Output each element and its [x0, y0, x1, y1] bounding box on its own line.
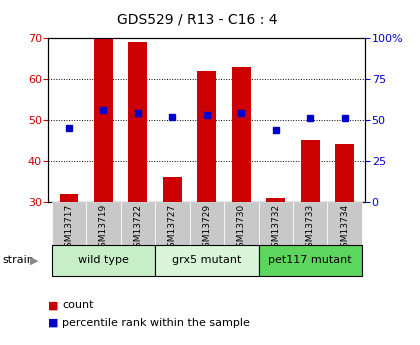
Text: GSM13717: GSM13717 — [65, 204, 73, 253]
Bar — [86, 202, 121, 245]
Text: GSM13729: GSM13729 — [202, 204, 211, 253]
Text: GSM13730: GSM13730 — [237, 204, 246, 253]
Bar — [293, 202, 328, 245]
Text: count: count — [62, 300, 94, 310]
Bar — [163, 177, 182, 202]
Bar — [52, 202, 86, 245]
Bar — [335, 145, 354, 202]
Text: grx5 mutant: grx5 mutant — [172, 256, 242, 265]
Bar — [232, 67, 251, 202]
Text: wild type: wild type — [78, 256, 129, 265]
Bar — [52, 245, 155, 276]
Text: GSM13727: GSM13727 — [168, 204, 177, 253]
Bar — [121, 202, 155, 245]
Text: GSM13719: GSM13719 — [99, 204, 108, 253]
Bar — [301, 140, 320, 202]
Bar — [129, 42, 147, 202]
Text: ■: ■ — [48, 318, 59, 327]
Text: strain: strain — [2, 256, 34, 265]
Text: GSM13733: GSM13733 — [306, 204, 315, 253]
Bar — [197, 71, 216, 202]
Text: GSM13732: GSM13732 — [271, 204, 280, 253]
Bar — [224, 202, 259, 245]
Bar — [189, 202, 224, 245]
Text: percentile rank within the sample: percentile rank within the sample — [62, 318, 250, 327]
Text: ■: ■ — [48, 300, 59, 310]
Bar — [266, 198, 285, 202]
Bar — [328, 202, 362, 245]
Text: pet117 mutant: pet117 mutant — [268, 256, 352, 265]
Text: ▶: ▶ — [30, 256, 39, 265]
Bar — [259, 202, 293, 245]
Bar — [155, 245, 259, 276]
Bar — [155, 202, 189, 245]
Text: GDS529 / R13 - C16 : 4: GDS529 / R13 - C16 : 4 — [117, 12, 278, 26]
Bar — [94, 38, 113, 202]
Bar — [259, 245, 362, 276]
Bar — [60, 194, 79, 202]
Text: GSM13734: GSM13734 — [340, 204, 349, 253]
Text: GSM13722: GSM13722 — [134, 204, 142, 253]
